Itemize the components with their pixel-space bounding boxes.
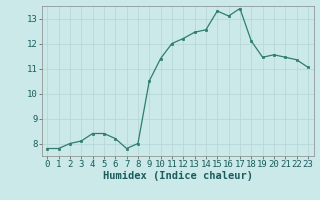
X-axis label: Humidex (Indice chaleur): Humidex (Indice chaleur)	[103, 171, 252, 181]
